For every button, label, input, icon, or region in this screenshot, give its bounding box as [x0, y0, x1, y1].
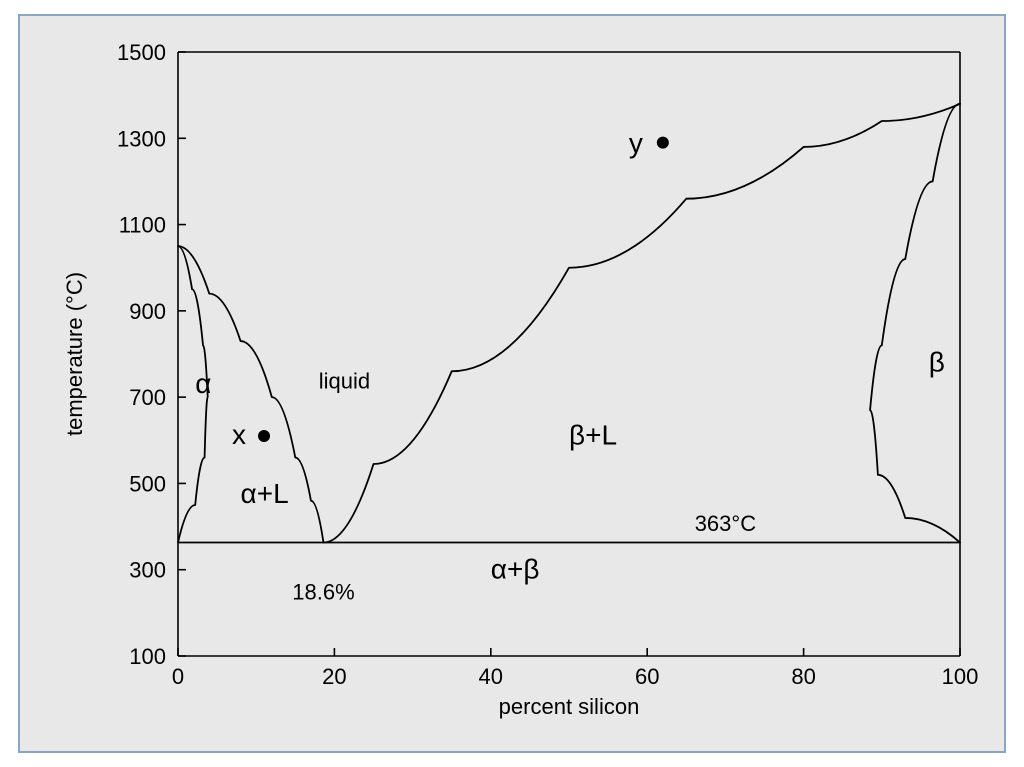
- region-label-alpha_plus_beta: α+β: [491, 553, 540, 584]
- y-tick-label: 300: [129, 558, 166, 583]
- y-tick-label: 1100: [119, 213, 166, 238]
- diagram-panel: 0 20 40 60 80 100 100 300 500 700 900 1100 1300 1500 p…: [18, 14, 1006, 753]
- region-label-alpha: α: [195, 368, 211, 399]
- page-container: 0 20 40 60 80 100 100 300 500 700 900 1100 1300 1500 p…: [0, 0, 1024, 767]
- x-tick-label: 100: [942, 664, 979, 689]
- y-tick-label: 1500: [117, 40, 166, 65]
- y-tick-label: 700: [129, 385, 166, 410]
- point-label-x: x: [232, 419, 246, 450]
- x-tick-label: 20: [322, 664, 346, 689]
- region-label-alpha_plus_L: α+L: [241, 478, 289, 509]
- x-tick-label: 0: [172, 664, 184, 689]
- phase-diagram-svg: 0 20 40 60 80 100 100 300 500 700 900 1100 1300 1500 p…: [20, 16, 1008, 755]
- liquidus-right-curve: [323, 104, 960, 543]
- point-x: [258, 430, 270, 442]
- region-label-liquid: liquid: [319, 369, 370, 394]
- y-tick-label: 100: [129, 644, 166, 669]
- point-label-y: y: [629, 128, 643, 159]
- x-tick-label: 40: [479, 664, 503, 689]
- y-tick-label: 1300: [117, 126, 166, 151]
- point-y: [657, 137, 669, 149]
- x-tick-label: 60: [635, 664, 659, 689]
- x-axis-label: percent silicon: [499, 694, 640, 719]
- eutectic-temperature-label: 363°C: [695, 511, 757, 536]
- x-tick-label: 80: [791, 664, 815, 689]
- y-axis-label: temperature (°C): [62, 272, 87, 436]
- y-tick-label: 900: [129, 299, 166, 324]
- y-tick-label: 500: [129, 471, 166, 496]
- region-label-beta: β: [929, 346, 945, 377]
- eutectic-composition-label: 18.6%: [292, 580, 354, 605]
- region-label-beta_plus_L: β+L: [569, 420, 617, 451]
- beta-solvus-curve: [870, 104, 960, 543]
